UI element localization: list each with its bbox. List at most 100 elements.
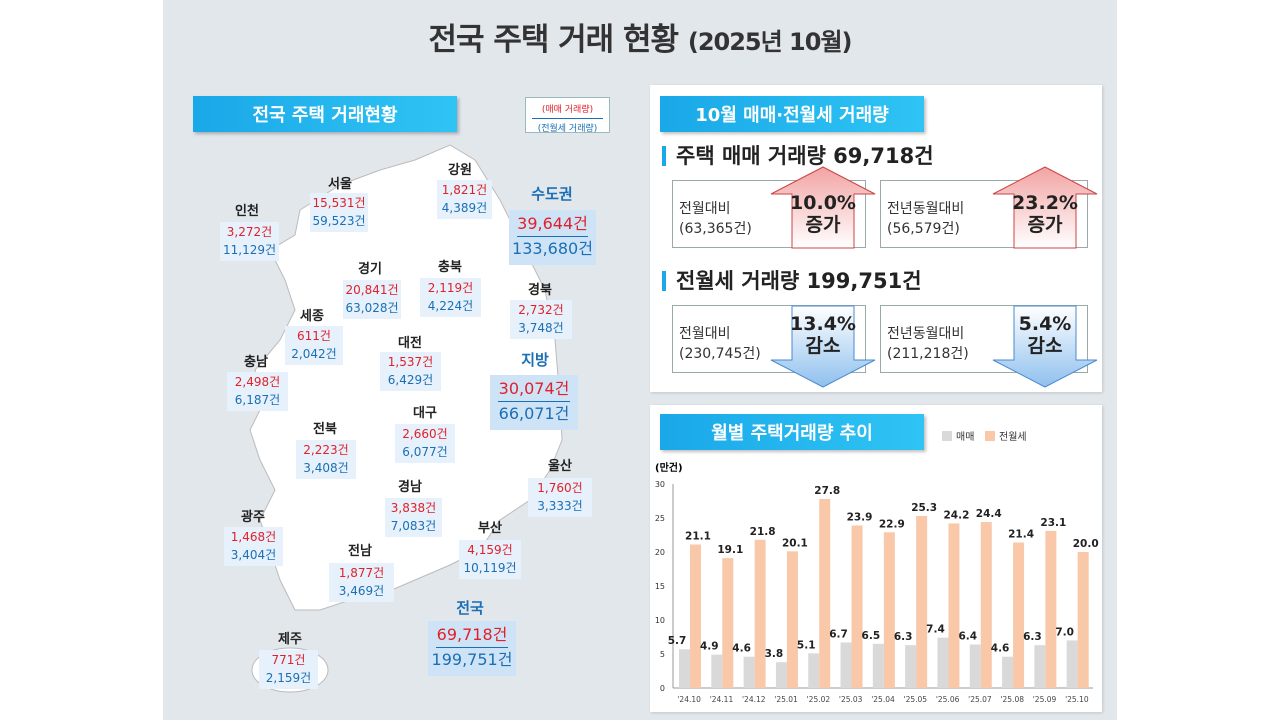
- rent-count: 3,469건: [338, 584, 385, 598]
- sale-count: 15,531건: [312, 196, 366, 210]
- sale-count: 771건: [271, 653, 306, 667]
- bar-sale: [872, 643, 884, 688]
- card-base: (63,365건): [679, 221, 752, 237]
- bar-sale: [711, 654, 723, 688]
- region-box: 3,272건 11,129건: [220, 222, 279, 261]
- rent-count: 199,751건: [431, 650, 513, 669]
- change-pct: 13.4%: [790, 313, 856, 335]
- change-pct: 5.4%: [1018, 313, 1072, 335]
- sale-count: 2,223건: [303, 443, 349, 457]
- region-box: 15,531건 59,523건: [310, 193, 368, 232]
- rent-count: 11,129건: [222, 243, 277, 257]
- arrow-up-icon: 23.2% 증가: [992, 166, 1098, 249]
- sale-count: 1,821건: [441, 183, 488, 197]
- region-name: 전북: [313, 422, 337, 437]
- rent-count: 133,680건: [512, 239, 593, 258]
- map-legend: (매매 거래량) (전월세 거래량): [525, 97, 610, 134]
- region-name: 세종: [300, 309, 324, 324]
- bar-rent: [851, 525, 863, 688]
- bar-sale: [1034, 645, 1046, 688]
- change-pct: 10.0%: [790, 192, 856, 214]
- sale-count: 1,468건: [230, 530, 277, 544]
- y-tick-label: 10: [655, 616, 665, 625]
- x-tick-label: '25.09: [1033, 695, 1057, 704]
- region-name: 강원: [448, 163, 472, 178]
- bar-rent: [722, 558, 734, 688]
- x-tick-label: '25.07: [968, 695, 992, 704]
- card-label: 전년동월대비: [887, 326, 965, 342]
- sale-count: 30,074건: [498, 377, 570, 402]
- rent-count: 59,523건: [312, 214, 366, 228]
- arrow-down-icon: 5.4% 감소: [992, 305, 1098, 388]
- region-box: 2,732건 3,748건: [510, 300, 572, 339]
- region-box: 2,223건 3,408건: [296, 440, 356, 479]
- region-name: 인천: [235, 204, 259, 219]
- data-label: 25.3: [911, 502, 937, 514]
- data-label: 5.1: [797, 639, 816, 651]
- data-label: 21.1: [685, 531, 711, 543]
- region-name: 대전: [398, 336, 422, 351]
- bar-rent: [916, 515, 928, 688]
- y-tick-label: 0: [660, 684, 665, 693]
- card-label: 전월대비: [679, 201, 731, 217]
- rent-count: 3,333건: [537, 499, 583, 513]
- data-label: 7.4: [926, 624, 945, 636]
- bar-sale: [775, 662, 787, 688]
- x-tick-label: '25.02: [807, 695, 831, 704]
- region-box: 1,821건 4,389건: [437, 180, 492, 219]
- sale-count: 2,119건: [427, 281, 474, 295]
- sale-count: 20,841건: [345, 283, 399, 297]
- sale-count: 39,644건: [517, 212, 588, 237]
- region-name: 부산: [478, 521, 502, 536]
- group-name: 전국: [456, 599, 484, 617]
- x-tick-label: '25.03: [839, 695, 863, 704]
- region-box: 3,838건 7,083건: [385, 498, 442, 537]
- rent-count: 6,077건: [402, 445, 448, 459]
- bar-rent: [690, 544, 701, 688]
- data-label: 23.1: [1040, 517, 1066, 529]
- bar-sale: [937, 637, 949, 688]
- rent-count: 4,224건: [427, 299, 474, 313]
- arrow-up-icon: 10.0% 증가: [770, 166, 876, 249]
- bar-chart: 0 5 10 15 20 25 30 '24.10 5.7 21.1 '24.11 4.9 19.1 '2…: [655, 480, 1099, 704]
- sale-count: 2,498건: [234, 375, 281, 389]
- bar-rent: [754, 539, 766, 688]
- rent-count: 6,187건: [234, 393, 281, 407]
- card-base: (211,218건): [887, 346, 969, 362]
- legend-swatch: [942, 430, 952, 441]
- region-box: 2,119건 4,224건: [420, 278, 481, 317]
- sale-count: 2,732건: [518, 303, 564, 317]
- rent-count: 10,119건: [463, 561, 517, 575]
- region-box: 1,877건 3,469건: [329, 563, 394, 602]
- rent-count: 2,042건: [291, 347, 337, 361]
- data-label: 27.8: [814, 485, 840, 497]
- sale-count: 3,838건: [390, 501, 437, 515]
- region-box: 2,498건 6,187건: [227, 372, 288, 411]
- data-label: 22.9: [879, 518, 905, 530]
- region-name: 대구: [413, 406, 437, 421]
- y-axis-unit: (만건): [655, 463, 683, 474]
- region-name: 경기: [358, 262, 382, 277]
- data-label: 6.4: [958, 630, 977, 642]
- rent-count: 66,071건: [498, 404, 570, 423]
- change-dir: 감소: [805, 335, 841, 357]
- data-label: 6.7: [829, 628, 848, 640]
- x-tick-label: '25.10: [1065, 695, 1089, 704]
- data-label: 4.6: [991, 643, 1010, 655]
- data-label: 5.7: [668, 635, 687, 647]
- x-tick-label: '25.01: [774, 695, 798, 704]
- bar-rent: [948, 523, 960, 688]
- bar-rent: [819, 498, 831, 688]
- region-name: 충남: [244, 355, 268, 370]
- region-box: 1,537건 6,429건: [380, 352, 441, 391]
- trend-header: 월별 주택거래량 추이: [660, 414, 924, 450]
- bar-sale: [1066, 640, 1078, 688]
- sale-count: 2,660건: [402, 427, 448, 441]
- data-label: 21.8: [750, 526, 776, 538]
- bar-rent: [883, 532, 895, 688]
- region-name: 전남: [348, 544, 372, 559]
- sale-title: 주택 매매 거래량 69,718건: [662, 146, 934, 167]
- group-name: 수도권: [531, 185, 573, 203]
- region-box: 20,841건 63,028건: [343, 280, 401, 319]
- legend-sale: (매매 거래량): [541, 105, 594, 115]
